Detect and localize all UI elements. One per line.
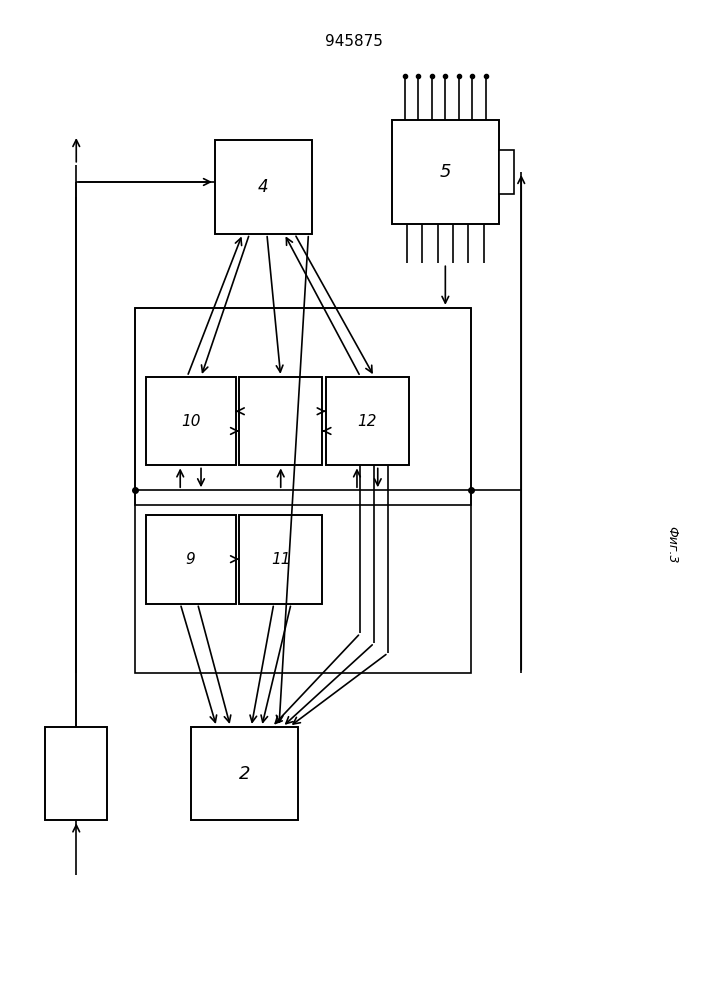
Text: 9: 9 [186,552,196,567]
Bar [239,377,322,465]
Bar [326,377,409,465]
Bar [239,515,322,604]
Bar [45,727,107,820]
Text: 5: 5 [440,163,451,181]
Bar [146,515,235,604]
Text: 4: 4 [258,178,269,196]
Text: 945875: 945875 [325,34,382,49]
Bar [215,140,312,234]
Text: 11: 11 [271,552,291,567]
Text: 2: 2 [238,765,250,783]
Bar [191,727,298,820]
Text: 10: 10 [181,414,200,429]
Bar [135,308,472,673]
Bar [392,120,499,224]
Text: Фиг.3: Фиг.3 [665,526,679,563]
Bar [499,150,514,194]
Text: 12: 12 [358,414,377,429]
Bar [135,308,472,505]
Bar [146,377,235,465]
